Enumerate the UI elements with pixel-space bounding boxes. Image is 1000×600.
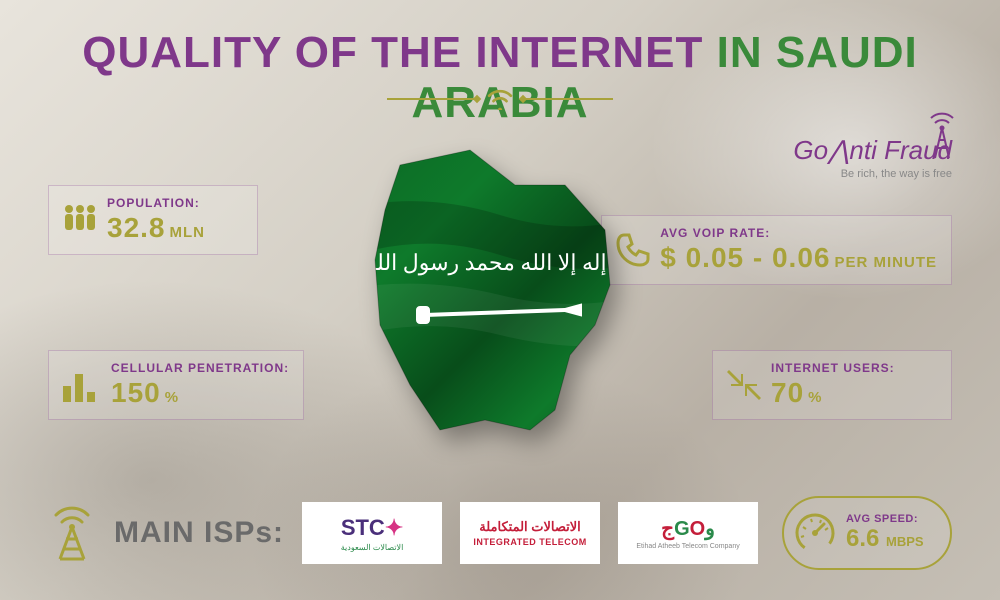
- title-part-1: QUALITY OF THE INTERNET: [82, 28, 703, 77]
- bottom-bar: MAIN ISPs: STC✦ الاتصالات السعودية الاتص…: [0, 496, 1000, 570]
- brand-logo: Go⋀nti Fraud Be rich, the way is free: [793, 135, 952, 180]
- stat-population: POPULATION: 32.8MLN: [48, 185, 258, 255]
- wifi-icon: [487, 88, 513, 110]
- stat-label: POPULATION:: [107, 196, 243, 210]
- stat-label: INTERNET USERS:: [771, 361, 937, 375]
- stat-cellular-penetration: CELLULAR PENETRATION: 150%: [48, 350, 304, 420]
- brand-name-pre: Go: [793, 135, 828, 165]
- antenna-icon: [927, 110, 957, 160]
- speed-value: 6.6 MBPS: [846, 525, 924, 553]
- stat-value: 32.8MLN: [107, 212, 243, 244]
- main-isps-label: MAIN ISPs:: [114, 516, 284, 550]
- stat-value: $ 0.05 - 0.06PER MINUTE: [660, 242, 937, 274]
- page-title: QUALITY OF THE INTERNET IN SAUDI ARABIA: [0, 28, 1000, 128]
- svg-text:لا إله إلا الله محمد رسول الله: لا إله إلا الله محمد رسول الله: [365, 250, 624, 276]
- stat-value: 150%: [111, 377, 289, 409]
- title-divider: [387, 88, 613, 110]
- speed-label: AVG SPEED:: [846, 513, 924, 525]
- isp-stc: STC✦ الاتصالات السعودية: [302, 502, 442, 564]
- isp-integrated-telecom: الاتصالات المتكاملة INTEGRATED TELECOM: [460, 502, 600, 564]
- arrows-in-icon: [723, 364, 765, 406]
- stat-label: AVG VOIP RATE:: [660, 226, 937, 240]
- avg-speed-badge: AVG SPEED: 6.6 MBPS: [782, 496, 952, 570]
- stat-value: 70%: [771, 377, 937, 409]
- bars-icon: [59, 364, 101, 406]
- isp-go: جGOو Etihad Atheeb Telecom Company: [618, 502, 758, 564]
- tower-icon: [48, 505, 96, 561]
- stat-label: CELLULAR PENETRATION:: [111, 361, 289, 375]
- stat-internet-users: INTERNET USERS: 70%: [712, 350, 952, 420]
- brand-tagline: Be rich, the way is free: [793, 168, 952, 180]
- gauge-icon: [794, 512, 836, 554]
- people-icon: [59, 199, 101, 241]
- saudi-arabia-map: لا إله إلا الله محمد رسول الله: [340, 130, 660, 450]
